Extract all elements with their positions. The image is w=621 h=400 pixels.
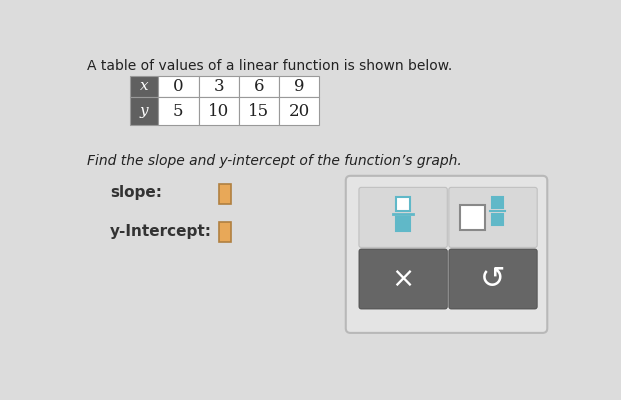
Text: 5: 5 [173,103,184,120]
Bar [199,97,239,125]
Bar [130,76,158,97]
Bar [158,76,199,97]
Text: 3: 3 [214,78,224,95]
Text: ↺: ↺ [480,264,505,294]
FancyBboxPatch shape [359,187,447,248]
FancyBboxPatch shape [449,249,537,309]
Bar [279,97,319,125]
Bar [492,214,503,225]
Bar [219,184,231,204]
Bar [199,76,239,97]
Text: A table of values of a linear function is shown below.: A table of values of a linear function i… [87,59,452,73]
Text: y: y [140,104,148,118]
Bar [279,76,319,97]
Text: x: x [140,80,148,94]
Text: ×: × [391,265,415,293]
Text: Find the slope and y-intercept of the function’s graph.: Find the slope and y-intercept of the fu… [87,154,461,168]
Text: 20: 20 [289,103,310,120]
Bar [239,76,279,97]
Bar [239,97,279,125]
Bar [396,197,410,211]
Text: y-Intercept:: y-Intercept: [110,224,212,238]
Text: 9: 9 [294,78,304,95]
Text: slope:: slope: [110,185,162,200]
Text: 15: 15 [248,103,270,120]
FancyBboxPatch shape [449,187,537,248]
Bar [492,197,503,208]
Bar [461,205,485,230]
Text: 6: 6 [254,78,264,95]
Bar [158,97,199,125]
Bar [396,218,410,231]
FancyBboxPatch shape [359,249,447,309]
Bar [130,97,158,125]
Bar [219,222,231,242]
FancyBboxPatch shape [346,176,547,333]
Text: 10: 10 [208,103,229,120]
Text: 0: 0 [173,78,184,95]
